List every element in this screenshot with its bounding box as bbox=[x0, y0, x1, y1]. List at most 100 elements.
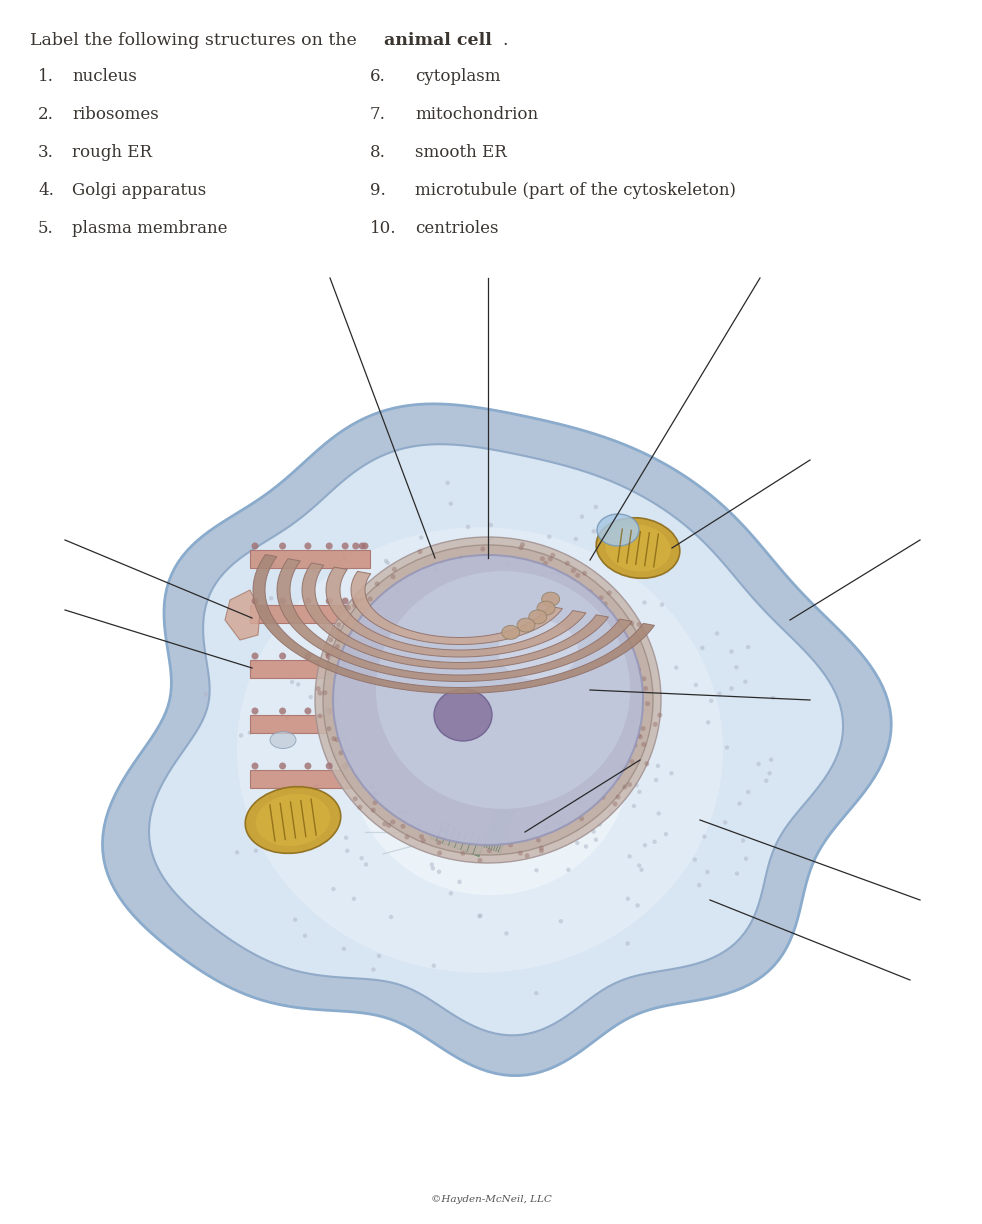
Circle shape bbox=[630, 720, 635, 725]
Circle shape bbox=[669, 771, 674, 776]
Circle shape bbox=[446, 481, 450, 485]
Circle shape bbox=[709, 699, 714, 703]
Text: ribosomes: ribosomes bbox=[72, 106, 159, 122]
Circle shape bbox=[239, 733, 244, 738]
Polygon shape bbox=[250, 660, 370, 678]
Circle shape bbox=[621, 766, 626, 772]
Circle shape bbox=[478, 733, 483, 738]
Circle shape bbox=[499, 739, 503, 744]
Circle shape bbox=[268, 794, 273, 799]
Circle shape bbox=[460, 832, 464, 836]
Circle shape bbox=[419, 834, 424, 838]
Ellipse shape bbox=[596, 518, 680, 578]
Circle shape bbox=[372, 793, 377, 798]
Circle shape bbox=[764, 778, 769, 783]
Circle shape bbox=[543, 561, 548, 565]
Circle shape bbox=[384, 558, 388, 563]
Circle shape bbox=[636, 667, 641, 672]
Circle shape bbox=[334, 769, 338, 774]
Circle shape bbox=[471, 677, 476, 681]
Circle shape bbox=[251, 597, 258, 605]
Circle shape bbox=[730, 649, 734, 654]
Ellipse shape bbox=[542, 592, 560, 606]
Circle shape bbox=[335, 737, 340, 742]
Circle shape bbox=[470, 722, 474, 726]
Ellipse shape bbox=[333, 554, 643, 845]
Circle shape bbox=[705, 870, 710, 874]
Circle shape bbox=[623, 785, 627, 789]
Circle shape bbox=[398, 809, 403, 814]
Circle shape bbox=[560, 799, 564, 804]
Circle shape bbox=[624, 747, 628, 752]
Circle shape bbox=[326, 597, 333, 605]
Circle shape bbox=[508, 842, 514, 847]
Circle shape bbox=[322, 690, 327, 695]
Circle shape bbox=[528, 610, 533, 613]
Circle shape bbox=[540, 556, 545, 562]
Circle shape bbox=[692, 857, 697, 862]
Circle shape bbox=[463, 701, 466, 706]
Circle shape bbox=[425, 770, 429, 774]
Circle shape bbox=[510, 782, 515, 787]
Circle shape bbox=[246, 823, 251, 827]
Circle shape bbox=[477, 914, 481, 918]
Circle shape bbox=[518, 545, 523, 551]
Polygon shape bbox=[351, 572, 563, 645]
Circle shape bbox=[613, 802, 618, 807]
Circle shape bbox=[296, 682, 300, 687]
Circle shape bbox=[422, 733, 426, 738]
Circle shape bbox=[335, 776, 339, 780]
Circle shape bbox=[466, 761, 471, 766]
Circle shape bbox=[489, 523, 493, 528]
Polygon shape bbox=[482, 797, 518, 853]
Circle shape bbox=[318, 565, 323, 569]
Circle shape bbox=[331, 736, 336, 742]
Text: 8.: 8. bbox=[370, 144, 386, 162]
Circle shape bbox=[460, 742, 464, 747]
Circle shape bbox=[660, 602, 664, 607]
Circle shape bbox=[436, 840, 442, 845]
Polygon shape bbox=[250, 605, 370, 623]
Circle shape bbox=[251, 707, 258, 715]
Circle shape bbox=[730, 687, 734, 690]
Ellipse shape bbox=[498, 621, 578, 681]
Circle shape bbox=[353, 707, 359, 715]
Circle shape bbox=[312, 568, 316, 573]
Circle shape bbox=[486, 734, 490, 738]
Circle shape bbox=[360, 627, 365, 632]
Text: rough ER: rough ER bbox=[72, 144, 152, 162]
Circle shape bbox=[567, 759, 571, 764]
Circle shape bbox=[370, 785, 375, 789]
Circle shape bbox=[403, 810, 408, 815]
Text: 4.: 4. bbox=[38, 182, 54, 200]
Circle shape bbox=[499, 589, 503, 592]
Circle shape bbox=[397, 611, 402, 616]
Circle shape bbox=[334, 720, 339, 725]
Circle shape bbox=[302, 846, 306, 849]
Circle shape bbox=[599, 595, 604, 600]
Circle shape bbox=[391, 574, 396, 579]
Circle shape bbox=[615, 619, 620, 624]
Circle shape bbox=[546, 840, 551, 845]
Circle shape bbox=[347, 749, 352, 755]
Circle shape bbox=[534, 868, 539, 873]
Circle shape bbox=[353, 652, 359, 660]
Circle shape bbox=[767, 771, 772, 776]
Circle shape bbox=[520, 542, 525, 547]
Circle shape bbox=[615, 775, 620, 780]
Circle shape bbox=[470, 764, 474, 767]
Circle shape bbox=[358, 542, 365, 550]
Circle shape bbox=[521, 741, 525, 745]
Ellipse shape bbox=[597, 514, 639, 546]
Circle shape bbox=[358, 652, 365, 660]
Circle shape bbox=[418, 726, 423, 731]
Circle shape bbox=[478, 913, 482, 918]
Circle shape bbox=[251, 542, 258, 550]
Circle shape bbox=[486, 737, 490, 741]
Circle shape bbox=[235, 851, 240, 854]
Circle shape bbox=[580, 688, 584, 692]
Circle shape bbox=[499, 741, 504, 745]
Circle shape bbox=[548, 557, 553, 562]
Ellipse shape bbox=[315, 537, 661, 863]
Circle shape bbox=[468, 755, 472, 760]
